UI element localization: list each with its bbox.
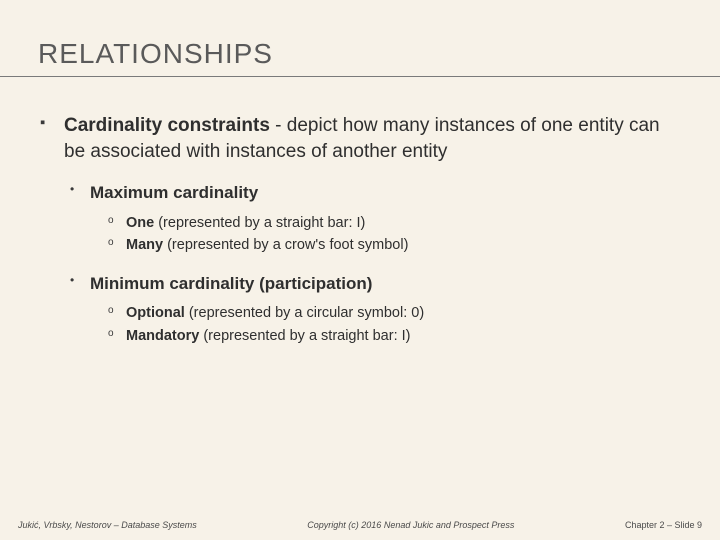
- subsub-term: One: [126, 215, 154, 231]
- footer-right: Chapter 2 – Slide 9: [625, 520, 702, 530]
- subsub-desc: (represented by a straight bar: I): [199, 328, 410, 344]
- subsub-item: Mandatory (represented by a straight bar…: [90, 325, 682, 347]
- subsub-desc: (represented by a straight bar: I): [154, 215, 365, 231]
- slide: RELATIONSHIPS Cardinality constraints - …: [0, 0, 720, 540]
- main-list: Cardinality constraints - depict how man…: [38, 113, 682, 347]
- sub-label: Maximum cardinality: [90, 183, 258, 202]
- sub-list: Maximum cardinality One (represented by …: [64, 180, 682, 347]
- subsub-desc: (represented by a crow's foot symbol): [163, 237, 408, 253]
- slide-title: RELATIONSHIPS: [38, 38, 682, 74]
- subsub-item: Optional (represented by a circular symb…: [90, 302, 682, 324]
- sub-label: Minimum cardinality (participation): [90, 274, 372, 293]
- subsub-term: Mandatory: [126, 328, 199, 344]
- footer-left: Jukić, Vrbsky, Nestorov – Database Syste…: [18, 520, 197, 530]
- main-bullet: Cardinality constraints - depict how man…: [38, 113, 682, 347]
- subsub-term: Many: [126, 237, 163, 253]
- subsub-term: Optional: [126, 305, 185, 321]
- subsub-item: One (represented by a straight bar: I): [90, 212, 682, 234]
- subsub-list-max: One (represented by a straight bar: I) M…: [90, 212, 682, 257]
- footer: Jukić, Vrbsky, Nestorov – Database Syste…: [0, 520, 720, 530]
- main-lead: Cardinality constraints: [64, 115, 270, 136]
- subsub-desc: (represented by a circular symbol: 0): [185, 305, 424, 321]
- title-rule: [0, 76, 720, 77]
- sub-item-min: Minimum cardinality (participation) Opti…: [64, 271, 682, 347]
- subsub-item: Many (represented by a crow's foot symbo…: [90, 234, 682, 256]
- subsub-list-min: Optional (represented by a circular symb…: [90, 302, 682, 347]
- footer-center: Copyright (c) 2016 Nenad Jukic and Prosp…: [307, 520, 514, 530]
- sub-item-max: Maximum cardinality One (represented by …: [64, 180, 682, 256]
